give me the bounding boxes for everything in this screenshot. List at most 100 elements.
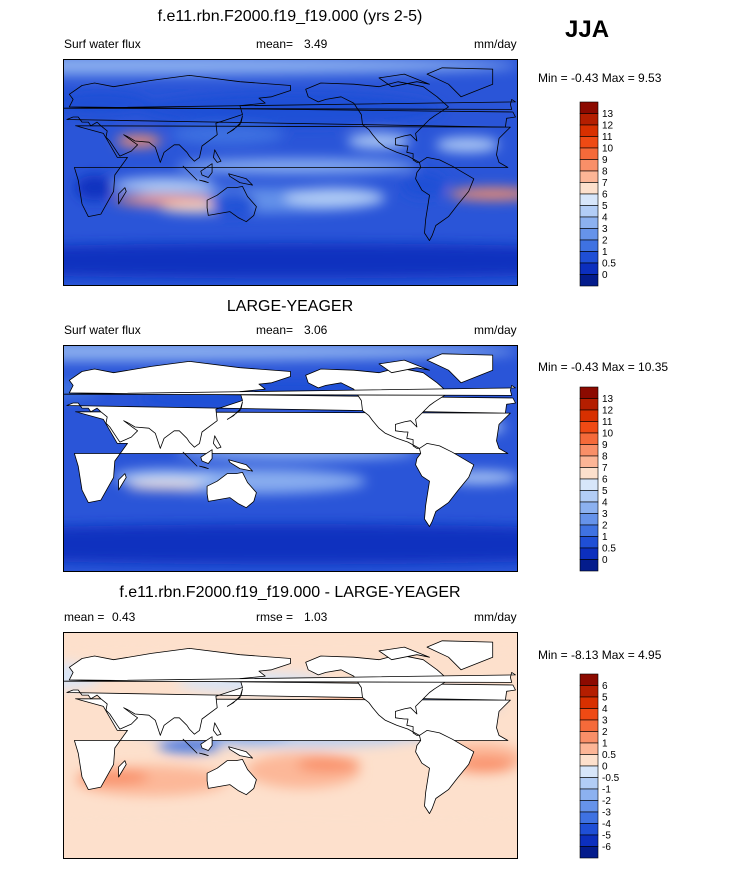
colorbar-swatch-15 — [579, 274, 599, 287]
colorbar-tick-label-1: 5 — [602, 693, 608, 704]
land-polygon-1 — [66, 74, 516, 163]
colorbar-swatch-10 — [579, 788, 599, 801]
land-polygon-3 — [305, 81, 449, 163]
field-blob-16 — [210, 191, 257, 217]
colorbar-swatch-11 — [579, 228, 599, 241]
land-polygon-12 — [226, 688, 243, 707]
colorbar-tick-label-0: 6 — [602, 681, 608, 692]
colorbar-tick-label-4: 9 — [602, 440, 608, 451]
panel-3-title: f.e11.rbn.F2000.f19_f19.000 - LARGE-YEAG… — [119, 584, 461, 601]
land-polygon-14 — [212, 435, 222, 449]
colorbar-swatch-13 — [579, 823, 599, 836]
panel-2-map — [63, 345, 518, 572]
field-blob-10 — [347, 133, 411, 149]
field-blob-0 — [63, 345, 518, 362]
land-polygon-11 — [228, 746, 254, 759]
land-polygon-8 — [182, 451, 198, 467]
colorbar-tick-label-13: -5 — [602, 831, 611, 842]
land-polygon-4 — [415, 443, 475, 528]
panel-3-mean-label: mean = — [64, 610, 105, 624]
colorbar-tick-label-5: 1 — [602, 739, 608, 750]
panel-2-mean-label: mean= — [256, 323, 294, 337]
field-blob-7 — [126, 482, 203, 491]
colorbar-swatch-4 — [579, 432, 599, 445]
colorbar-tick-label-5: 8 — [602, 167, 608, 178]
colorbar-tick-label-2: 4 — [602, 704, 608, 715]
colorbar-tick-label-3: 10 — [602, 144, 614, 155]
coastlines — [63, 640, 516, 815]
colorbar-tick-label-11: 2 — [602, 521, 608, 532]
colorbar-swatch-1 — [579, 113, 599, 126]
colorbar-swatch-2 — [579, 409, 599, 422]
coastlines — [63, 353, 516, 528]
colorbar-swatch-13 — [579, 251, 599, 264]
land-polygon-9 — [199, 179, 209, 183]
colorbar-swatch-3 — [579, 708, 599, 721]
colorbar-swatch-13 — [579, 536, 599, 549]
colorbar-tick-label-4: 2 — [602, 727, 608, 738]
colorbar-tick-label-14: 0 — [602, 555, 608, 566]
colorbar-tick-label-9: 4 — [602, 498, 608, 509]
colorbar-tick-label-4: 9 — [602, 155, 608, 166]
field-blob-14 — [63, 90, 152, 116]
field-blob-7 — [113, 177, 215, 193]
colorbar-tick-label-5: 8 — [602, 452, 608, 463]
colorbar-tick-label-7: 0 — [602, 762, 608, 773]
colorbar-tick-label-6: 7 — [602, 178, 608, 189]
colorbar-swatch-10 — [579, 216, 599, 229]
colorbar-tick-label-6: 7 — [602, 463, 608, 474]
colorbar-swatch-12 — [579, 811, 599, 824]
land-polygon-2 — [206, 472, 257, 509]
coastlines — [63, 67, 516, 242]
land-polygon-4 — [415, 730, 475, 815]
land-polygon-6 — [63, 672, 516, 683]
colorbar-swatch-14 — [579, 834, 599, 847]
colorbar-tick-label-9: -1 — [602, 785, 611, 796]
colorbar-swatch-6 — [579, 742, 599, 755]
panel-1-mean-value: 3.49 — [304, 37, 328, 51]
colorbar-tick-label-12: 1 — [602, 247, 608, 258]
land-polygon-10 — [200, 449, 213, 464]
panel-3-rmse-label: rmse = — [256, 610, 294, 624]
land-polygon-13 — [378, 646, 430, 661]
colorbar-tick-label-14: 0 — [602, 270, 608, 281]
map-frame — [63, 59, 518, 286]
colorbar-swatch-7 — [579, 754, 599, 767]
colorbar-tick-label-2: 11 — [602, 132, 613, 143]
panel-2-variable-label: Surf water flux — [64, 323, 141, 337]
panel-3-mean-value: 0.43 — [112, 610, 136, 624]
colorbar-swatch-9 — [579, 777, 599, 790]
colorbar-swatch-1 — [579, 685, 599, 698]
field-blob-0 — [63, 59, 518, 76]
colorbar-swatch-4 — [579, 719, 599, 732]
panel-1-mean-label: mean= — [256, 37, 294, 51]
colorbar-swatch-11 — [579, 800, 599, 813]
colorbar-tick-label-3: 10 — [602, 429, 614, 440]
panel-1-title: f.e11.rbn.F2000.f19_f19.000 (yrs 2-5) — [157, 8, 423, 25]
land-polygon-8 — [182, 165, 198, 181]
panel-1-map — [63, 59, 518, 286]
land-polygon-3 — [305, 367, 449, 449]
land-polygon-10 — [200, 736, 213, 751]
land-polygon-12 — [226, 401, 243, 420]
field-blob-6 — [113, 469, 215, 485]
colorbar-tick-label-6: 0.5 — [602, 750, 616, 761]
colorbar-tick-label-12: 1 — [602, 532, 608, 543]
land-polygon-7 — [118, 187, 127, 205]
colorbar-swatch-5 — [579, 444, 599, 457]
colorbar-tick-label-10: 3 — [602, 224, 608, 235]
colorbar-tick-label-10: -2 — [602, 796, 611, 807]
colorbar-swatch-11 — [579, 513, 599, 526]
colorbar-swatch-5 — [579, 731, 599, 744]
field-blob-15 — [63, 808, 518, 829]
colorbar-swatch-1 — [579, 398, 599, 411]
colorbar-swatch-4 — [579, 147, 599, 160]
land-polygon-9 — [199, 465, 209, 469]
land-polygon-1 — [66, 647, 516, 736]
season-label: JJA — [565, 16, 610, 43]
colorbar-swatch-2 — [579, 696, 599, 709]
panel-2-title: LARGE-YEAGER — [226, 298, 354, 315]
